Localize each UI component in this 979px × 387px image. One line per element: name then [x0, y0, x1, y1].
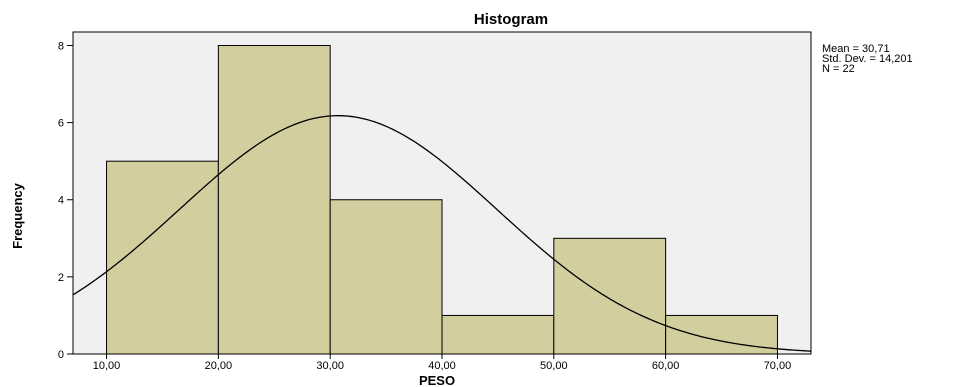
x-tick-label: 10,00 [93, 360, 121, 372]
stat-std-dev: Std. Dev. = 14,201 [822, 53, 913, 65]
y-axis-title: Frequency [10, 182, 25, 249]
histogram-bar-6 [665, 314, 778, 355]
x-tick-label: 20,00 [205, 360, 233, 372]
histogram-bar-3 [329, 199, 443, 355]
y-tick-label: 6 [58, 118, 64, 130]
normal-curve [72, 115, 812, 352]
y-tick-label: 8 [58, 40, 64, 52]
x-tick-label: 70,00 [764, 360, 792, 372]
statistics-legend: Mean = 30,71 Std. Dev. = 14,201 N = 22 [822, 43, 913, 75]
y-tick-label: 4 [58, 195, 64, 207]
y-axis: 0 2 4 6 8 [58, 40, 73, 361]
histogram-bar-4 [441, 314, 555, 355]
x-axis-title: PESO [419, 373, 455, 387]
histogram-bar-5 [553, 237, 667, 355]
x-tick-label: 40,00 [428, 360, 456, 372]
x-tick-label: 30,00 [316, 360, 344, 372]
x-axis: 10,00 20,00 30,00 40,00 50,00 60,00 70,00 [93, 354, 791, 372]
histogram-bar-2 [217, 44, 331, 355]
stat-n: N = 22 [822, 63, 855, 75]
histogram-bars [106, 44, 778, 355]
y-tick-label: 0 [58, 349, 64, 361]
y-tick-label: 2 [58, 272, 64, 284]
stat-mean: Mean = 30,71 [822, 43, 890, 55]
x-tick-label: 50,00 [540, 360, 568, 372]
x-tick-label: 60,00 [652, 360, 680, 372]
chart-title: Histogram [474, 11, 548, 28]
